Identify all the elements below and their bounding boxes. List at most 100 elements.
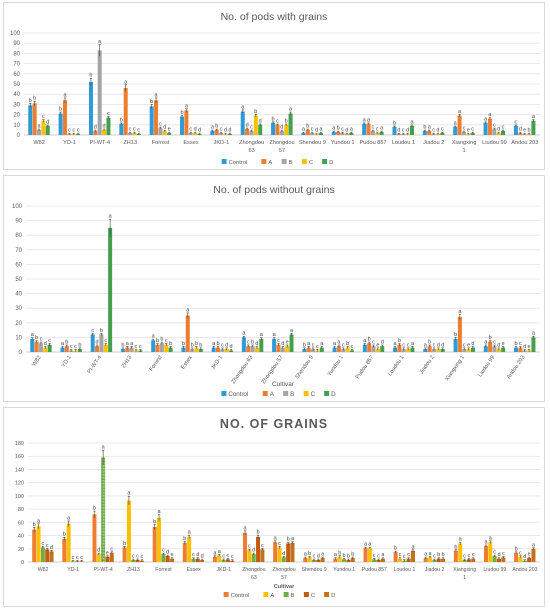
significance-letter: a	[380, 126, 384, 132]
legend-swatch	[303, 391, 309, 396]
x-tick-label: Pudou 857	[360, 140, 387, 146]
significance-letter: c	[221, 342, 224, 348]
bar	[129, 347, 134, 352]
x-tick-label: Yundou 1	[327, 355, 345, 378]
legend-label: Control	[228, 391, 248, 398]
y-tick-label: 120	[15, 481, 24, 487]
bar	[185, 315, 190, 352]
bar	[30, 338, 35, 352]
significance-letter: a	[319, 127, 323, 133]
bar	[375, 132, 380, 135]
significance-letter: b	[216, 341, 219, 347]
significance-letter: b	[514, 341, 517, 347]
significance-letter: a	[290, 328, 294, 334]
bar	[243, 532, 248, 562]
significance-letter: b	[169, 341, 172, 347]
x-tick-label: 1	[463, 148, 466, 154]
significance-letter: d	[46, 120, 49, 126]
bar	[367, 548, 372, 562]
significance-letter: c	[141, 554, 144, 560]
significance-letter: c	[129, 127, 132, 133]
significance-letter: d	[194, 127, 197, 133]
x-tick-label: Zhongdou 63	[231, 355, 255, 385]
significance-letter: e	[376, 342, 379, 348]
bar	[187, 536, 192, 562]
significance-letter: b	[489, 335, 492, 341]
significance-letter: c	[341, 127, 344, 133]
x-tick-label: Forrest	[149, 354, 164, 372]
bar	[349, 132, 354, 135]
significance-letter: c	[227, 553, 230, 559]
significance-letter: a	[188, 530, 192, 536]
bar	[513, 125, 518, 135]
x-tick-label: ZH13	[123, 140, 137, 146]
significance-letter: b	[343, 553, 346, 559]
x-tick-label: JKD-1	[210, 355, 224, 371]
significance-letter: b	[100, 328, 103, 334]
bar	[501, 130, 506, 135]
x-tick-label: Liudou 99	[483, 567, 506, 573]
significance-letter: a	[363, 338, 367, 344]
bar	[43, 347, 48, 352]
significance-letter: d	[345, 128, 348, 134]
significance-letter: b	[454, 544, 457, 550]
significance-letter: a	[61, 341, 65, 347]
bar	[527, 558, 532, 562]
significance-letter: c	[46, 543, 49, 549]
bar	[320, 558, 325, 562]
bar	[428, 557, 433, 562]
bar	[151, 340, 156, 352]
significance-letter: c	[493, 123, 496, 129]
significance-letter: b	[156, 338, 159, 344]
significance-letter: c	[133, 127, 136, 133]
bar	[93, 130, 98, 135]
significance-letter: c	[351, 344, 354, 350]
significance-letter: c	[312, 342, 315, 348]
x-tick-label: Loudou 1	[387, 355, 405, 378]
significance-letter: a	[394, 341, 398, 347]
significance-letter: e	[467, 128, 470, 134]
bar	[513, 347, 519, 352]
bar	[165, 556, 170, 562]
significance-letter: e	[168, 127, 171, 133]
legend-swatch	[221, 391, 227, 396]
bar	[64, 346, 69, 352]
x-tick-label: Pudou 857	[362, 567, 387, 573]
significance-letter: c	[107, 111, 110, 117]
bar	[440, 132, 445, 135]
bar	[120, 349, 125, 352]
significance-letter: b	[287, 537, 290, 543]
significance-letter: c	[137, 128, 140, 134]
y-tick-label: 50	[15, 277, 22, 283]
significance-letter: b	[338, 550, 341, 556]
bar	[337, 556, 342, 562]
legend-swatch	[322, 159, 328, 164]
x-tick-label: YD-1	[67, 567, 79, 573]
significance-letter: c	[313, 554, 316, 560]
x-tick-label: 57	[281, 575, 287, 581]
y-tick-label: 100	[10, 31, 21, 37]
significance-letter: d	[281, 341, 284, 347]
significance-letter: d	[225, 342, 228, 348]
bar	[123, 88, 128, 135]
bar	[441, 558, 446, 562]
significance-letter: c	[407, 342, 410, 348]
significance-letter: b	[306, 124, 309, 130]
bar	[152, 526, 157, 562]
significance-letter: d	[497, 127, 500, 133]
x-tick-label: Shendou 9	[294, 355, 314, 381]
significance-letter: a	[244, 525, 248, 531]
x-tick-label: W82	[31, 355, 43, 368]
bar	[103, 344, 108, 352]
bar	[345, 347, 350, 352]
bar	[488, 542, 493, 562]
bar	[250, 346, 255, 352]
legend-label: C	[309, 160, 313, 166]
y-tick-label: 0	[17, 133, 21, 139]
bar	[281, 557, 286, 562]
significance-letter: c	[42, 541, 45, 547]
bar	[492, 556, 497, 562]
legend-swatch	[261, 159, 267, 164]
significance-letter: c	[76, 555, 79, 561]
legend-label: A	[270, 391, 275, 398]
